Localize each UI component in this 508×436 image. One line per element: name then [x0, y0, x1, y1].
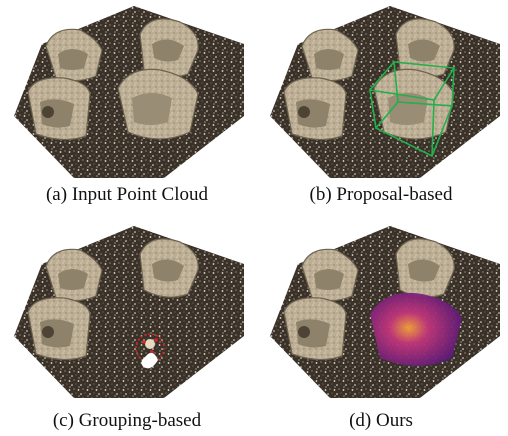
heatmap-chair [370, 292, 462, 366]
bounding-box-proposal [368, 61, 456, 158]
panel-c-image [14, 226, 244, 398]
panel-b-image [270, 6, 500, 178]
chair-bottom-left [283, 77, 347, 141]
panel-a-image [14, 6, 244, 178]
chair-bottom-left [27, 297, 91, 361]
chair-top-left [45, 248, 103, 302]
chair-top-left [301, 248, 359, 302]
chair-top-right [395, 238, 455, 298]
chair-bottom-left [283, 297, 347, 361]
chair-top-right [139, 238, 199, 298]
caption-b: (b) Proposal-based [309, 184, 453, 205]
caption-c: (c) Grouping-based [52, 410, 202, 431]
chair-top-right [139, 18, 199, 78]
panel-d-image [270, 226, 500, 398]
chair-bottom-left [27, 77, 91, 141]
caption-a: (a) Input Point Cloud [45, 184, 209, 205]
grouped-points [135, 333, 165, 369]
chair-top-right [395, 18, 455, 78]
chair-center [373, 68, 455, 140]
chair-top-left [45, 28, 103, 82]
caption-d: (d) Ours [349, 410, 413, 431]
chair-center [117, 68, 199, 140]
